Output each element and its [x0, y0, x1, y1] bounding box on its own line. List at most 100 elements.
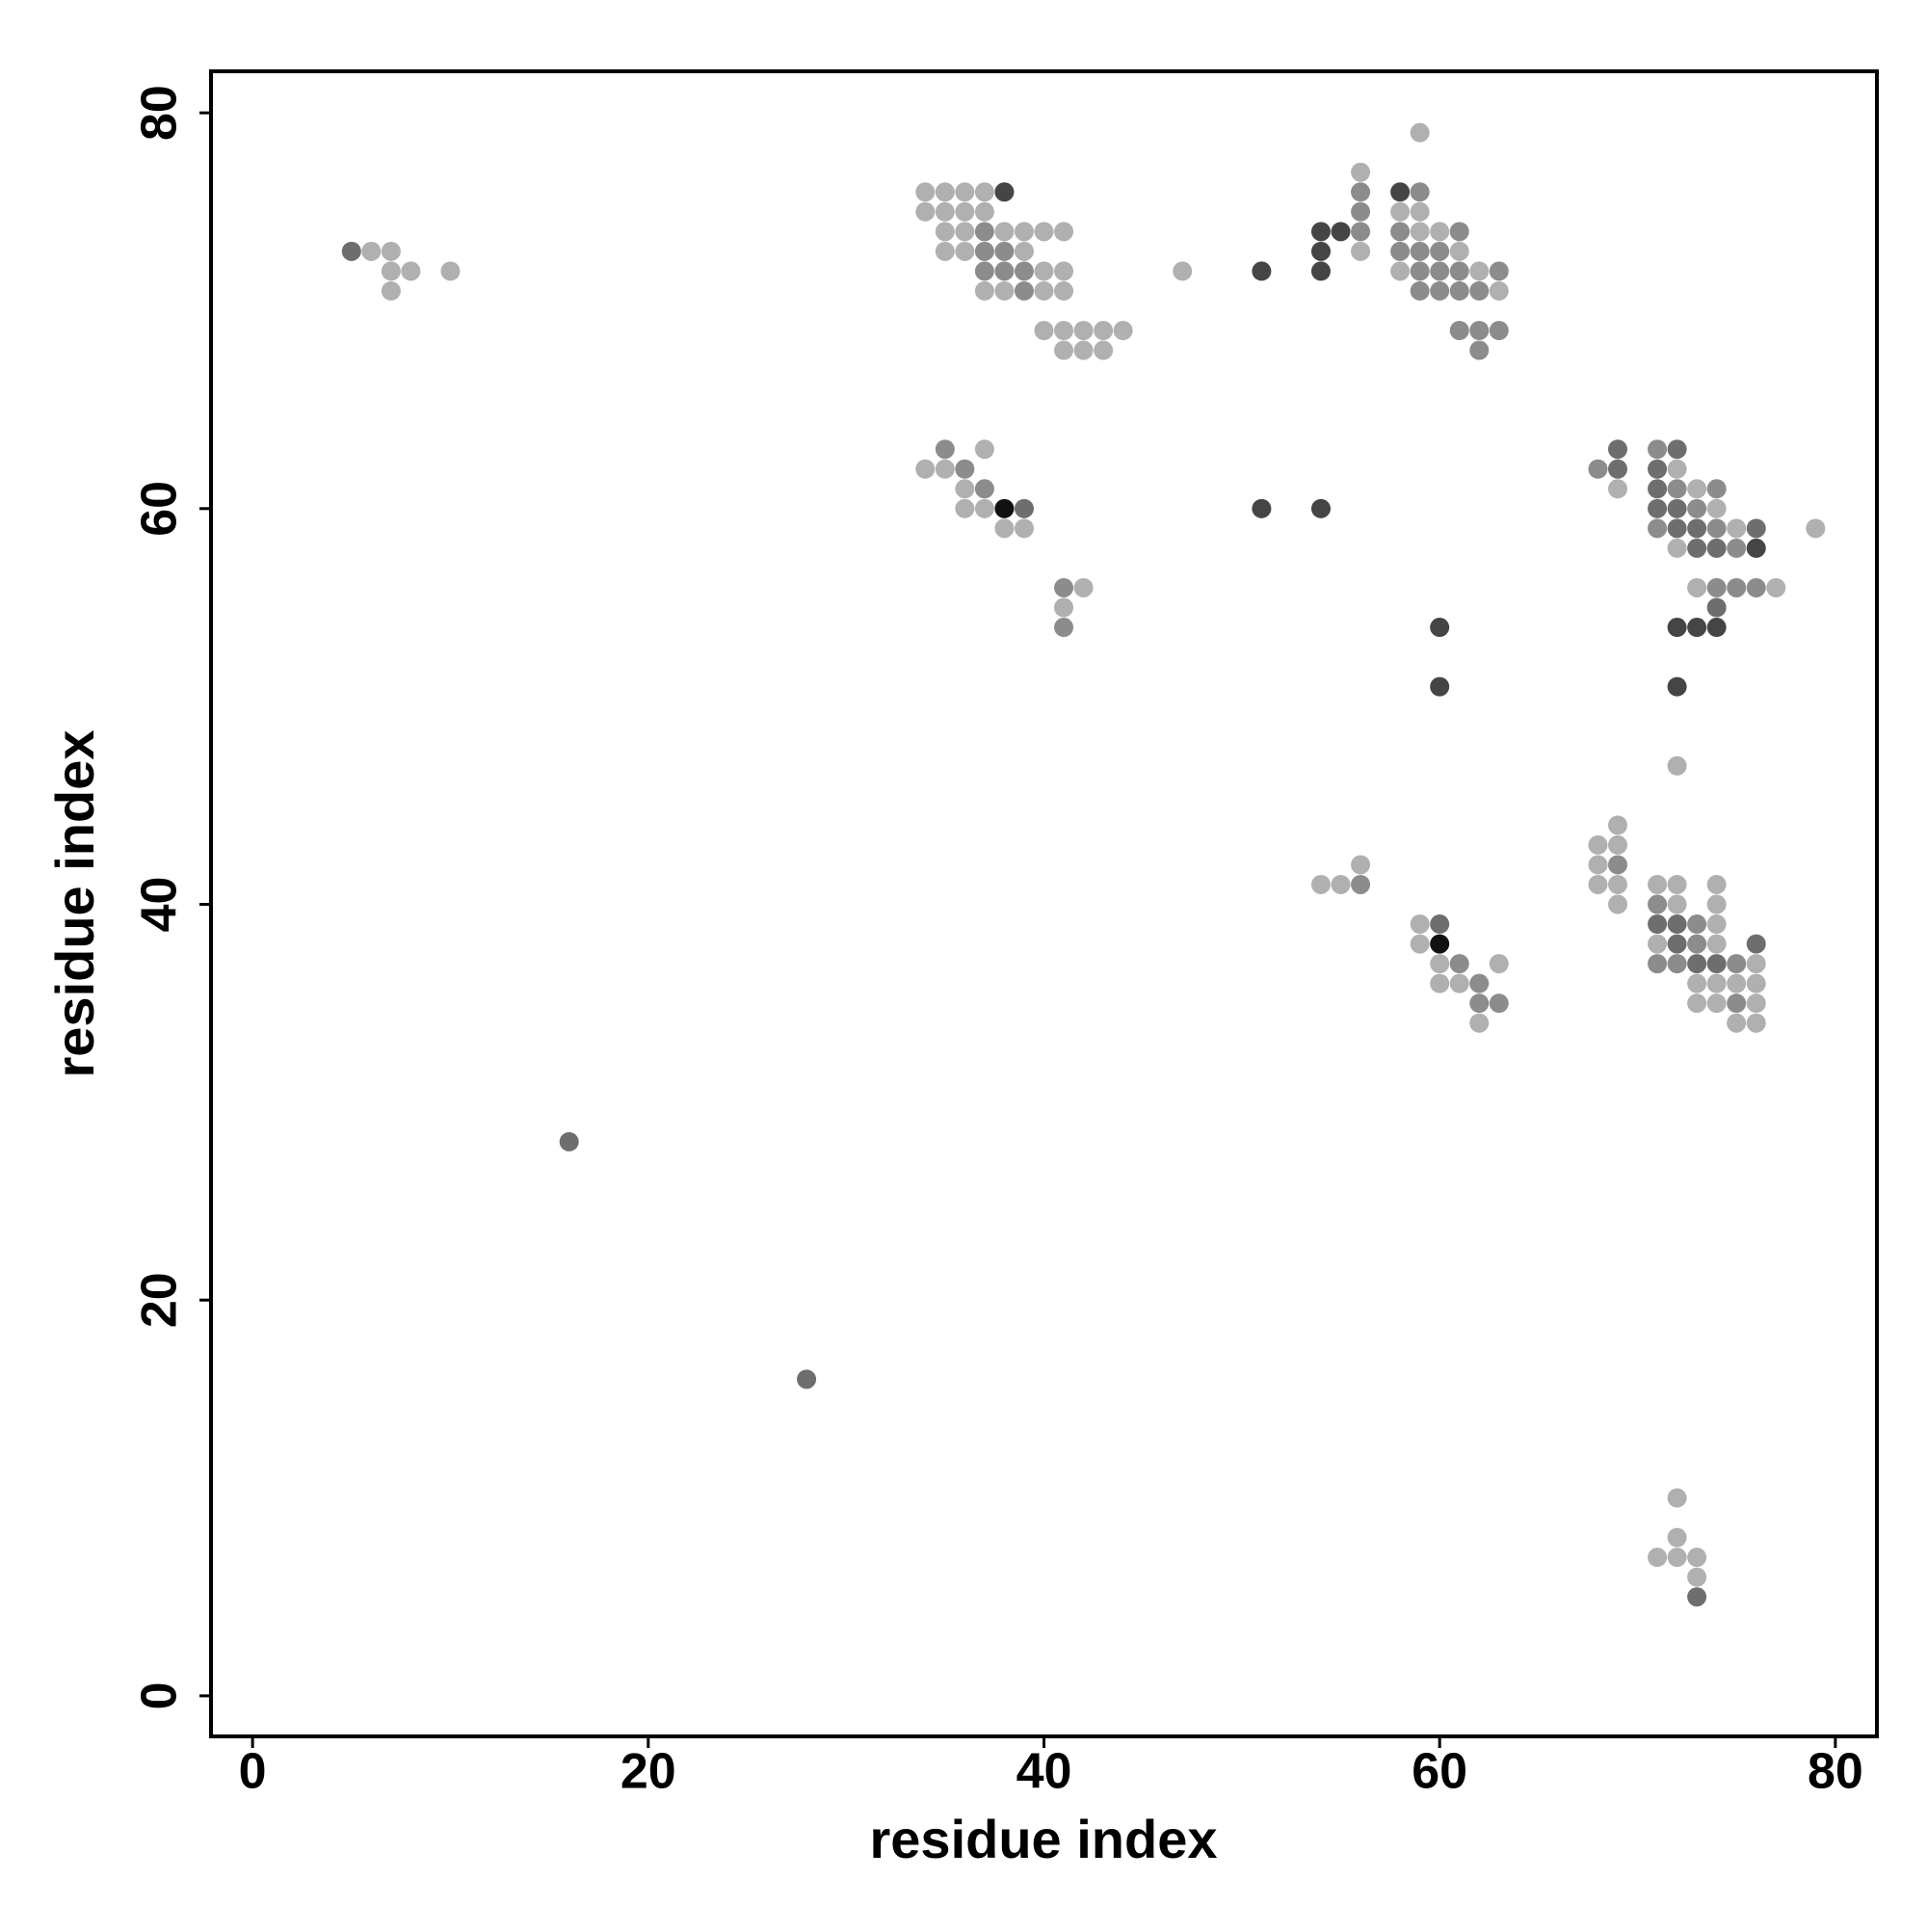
x-axis-title: residue index	[869, 1809, 1217, 1869]
contact-point	[341, 241, 361, 261]
contact-point	[1310, 874, 1331, 894]
contact-point	[1648, 914, 1668, 935]
contact-point	[1034, 321, 1054, 341]
contact-point	[1054, 618, 1074, 638]
contact-point	[1449, 280, 1469, 301]
y-axis-title: residue index	[44, 729, 105, 1077]
contact-point	[1430, 914, 1450, 935]
contact-point	[1706, 479, 1727, 499]
contact-point	[1310, 498, 1331, 518]
contact-point	[974, 439, 994, 460]
contact-point	[1607, 459, 1627, 479]
contact-point	[440, 261, 461, 281]
contact-point	[915, 182, 936, 202]
contact-point	[1687, 479, 1707, 499]
contact-point	[935, 241, 955, 261]
contact-point	[1706, 973, 1727, 993]
contact-point	[935, 201, 955, 222]
contact-point	[994, 261, 1015, 281]
contact-point	[1430, 222, 1450, 242]
contact-point	[915, 459, 936, 479]
contact-point	[1113, 321, 1133, 341]
contact-point	[955, 182, 975, 202]
contact-point	[915, 201, 936, 222]
contact-point	[1310, 222, 1331, 242]
contact-point	[1469, 1013, 1490, 1033]
contact-point	[1054, 340, 1074, 360]
contact-point	[1310, 241, 1331, 261]
contact-point	[1687, 618, 1707, 638]
contact-point	[974, 498, 994, 518]
contact-point	[1687, 1567, 1707, 1587]
contact-point	[381, 261, 401, 281]
contact-point	[974, 222, 994, 242]
contact-point	[1727, 538, 1747, 558]
contact-point	[955, 201, 975, 222]
contact-point	[1667, 498, 1687, 518]
contact-point	[1667, 954, 1687, 974]
contact-point	[1469, 973, 1490, 993]
contact-point	[1706, 498, 1727, 518]
contact-point	[1489, 993, 1509, 1014]
contact-point	[1687, 993, 1707, 1014]
contact-point	[1746, 973, 1766, 993]
contact-point	[1687, 1587, 1707, 1607]
contact-point	[1351, 162, 1371, 182]
contact-point	[1034, 280, 1054, 301]
contact-point	[1014, 261, 1034, 281]
contact-point	[1607, 855, 1627, 875]
contact-point	[1706, 934, 1727, 954]
contact-point	[1430, 261, 1450, 281]
contact-point	[1648, 459, 1668, 479]
contact-point	[1410, 934, 1430, 954]
contact-point	[1607, 834, 1627, 855]
contact-point	[1766, 577, 1786, 597]
contact-point	[1687, 518, 1707, 539]
contact-point	[1588, 459, 1608, 479]
contact-point	[1310, 261, 1331, 281]
contact-point	[1073, 321, 1094, 341]
contact-point	[1727, 993, 1747, 1014]
contact-point	[797, 1369, 817, 1389]
contact-point	[1410, 201, 1430, 222]
contact-point	[1607, 815, 1627, 835]
contact-point	[1667, 538, 1687, 558]
contact-point	[1727, 1013, 1747, 1033]
contact-point	[1390, 241, 1411, 261]
contact-point	[1667, 676, 1687, 697]
contact-point	[1706, 894, 1727, 914]
contact-point	[1687, 934, 1707, 954]
y-tick-label: 80	[132, 85, 188, 141]
contact-point	[994, 222, 1015, 242]
contact-point	[1667, 439, 1687, 460]
x-tick-label: 60	[1412, 1744, 1467, 1800]
contact-point	[1331, 222, 1351, 242]
contact-point	[1667, 479, 1687, 499]
contact-point	[955, 479, 975, 499]
contact-point	[1054, 597, 1074, 618]
contact-point	[1054, 261, 1074, 281]
contact-point	[1410, 241, 1430, 261]
contact-point	[1410, 222, 1430, 242]
contact-point	[955, 498, 975, 518]
contact-point	[381, 280, 401, 301]
contact-point	[1687, 954, 1707, 974]
contact-point	[1667, 914, 1687, 935]
contact-point	[1351, 855, 1371, 875]
contact-point	[1054, 321, 1074, 341]
contact-point	[994, 280, 1015, 301]
contact-point	[1667, 459, 1687, 479]
contact-point	[1469, 321, 1490, 341]
contact-point	[1706, 914, 1727, 935]
contact-point	[1648, 498, 1668, 518]
contact-point	[1351, 241, 1371, 261]
contact-point	[1746, 538, 1766, 558]
x-tick-label: 0	[239, 1744, 267, 1800]
y-tick-label: 40	[132, 877, 188, 933]
contact-point	[1706, 597, 1727, 618]
contact-point	[1667, 1548, 1687, 1568]
contact-point	[1469, 261, 1490, 281]
contact-point	[1449, 321, 1469, 341]
contact-point	[1706, 577, 1727, 597]
contact-point	[1667, 934, 1687, 954]
